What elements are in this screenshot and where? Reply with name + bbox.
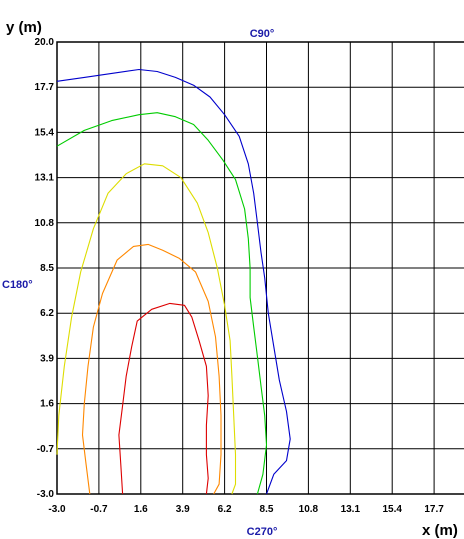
y-tick-label: 8.5 (40, 263, 54, 274)
contour-line-3 (56, 163, 237, 495)
y-tick-label: 6.2 (40, 308, 54, 319)
y-tick-label: 20.0 (35, 37, 55, 48)
annotation-north: C90° (250, 28, 275, 40)
y-tick-label: -3.0 (37, 489, 55, 500)
y-tick-labels: 20.0 17.7 15.4 13.1 10.8 8.5 6.2 3.9 1.6 -0.7 -3.0 (35, 37, 55, 500)
y-tick-label: 13.1 (35, 173, 55, 184)
y-tick-label: -0.7 (37, 444, 55, 455)
annotation-west: C180° (2, 279, 33, 291)
grid (56, 41, 464, 495)
contour-line-1 (56, 68, 291, 495)
contour-line-4 (81, 243, 222, 495)
contour-line-5 (118, 302, 209, 495)
annotation-south: C270° (247, 526, 278, 538)
contour-lines (56, 68, 291, 495)
y-tick-label: 1.6 (40, 399, 54, 410)
x-tick-label: 13.1 (341, 504, 361, 515)
y-tick-label: 10.8 (35, 218, 55, 229)
x-tick-label: 10.8 (299, 504, 319, 515)
x-tick-label: 17.7 (424, 504, 444, 515)
y-axis-label: y (m) (6, 19, 42, 36)
contour-line-2 (56, 112, 268, 495)
x-tick-label: 1.6 (134, 504, 148, 515)
x-tick-label: -0.7 (90, 504, 108, 515)
x-tick-label: 3.9 (176, 504, 190, 515)
x-tick-labels: -3.0-0.71.63.96.28.510.813.115.417.720.0 (48, 504, 444, 515)
y-tick-label: 3.9 (40, 353, 54, 364)
x-tick-label: 8.5 (260, 504, 274, 515)
y-tick-label: 17.7 (35, 82, 55, 93)
x-tick-label: -3.0 (48, 504, 66, 515)
x-axis-label: x (m) (422, 522, 458, 539)
y-tick-label: 15.4 (35, 127, 55, 138)
x-tick-label: 6.2 (218, 504, 232, 515)
x-tick-label: 15.4 (382, 504, 402, 515)
